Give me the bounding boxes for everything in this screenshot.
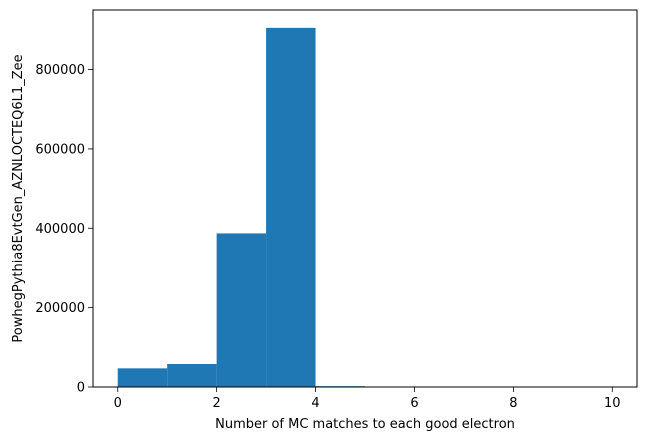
y-tick-label: 600000 bbox=[35, 142, 85, 157]
x-axis-label: Number of MC matches to each good electr… bbox=[215, 417, 515, 432]
histogram-bar-2 bbox=[216, 233, 267, 387]
y-axis-ticks: 0 200000 400000 600000 800000 bbox=[35, 63, 93, 396]
x-tick-label: 2 bbox=[212, 396, 220, 411]
x-axis-ticks: 0 2 4 6 8 10 bbox=[114, 387, 621, 411]
histogram-bar-1 bbox=[167, 363, 217, 387]
y-tick-label: 400000 bbox=[35, 222, 85, 237]
histogram-bar-0 bbox=[117, 368, 168, 387]
x-tick-label: 0 bbox=[114, 396, 122, 411]
y-tick-label: 200000 bbox=[35, 301, 85, 316]
x-tick-label: 10 bbox=[604, 396, 621, 411]
x-tick-label: 6 bbox=[410, 396, 418, 411]
x-tick-label: 8 bbox=[509, 396, 517, 411]
histogram-bar-3 bbox=[266, 27, 316, 387]
y-tick-label: 0 bbox=[77, 381, 85, 396]
histogram-bars bbox=[117, 27, 365, 387]
x-tick-label: 4 bbox=[311, 396, 319, 411]
plot-area-frame bbox=[92, 9, 638, 388]
y-tick-label: 800000 bbox=[35, 63, 85, 78]
y-axis-label: PowhegPythia8EvtGen_AZNLOCTEQ6L1_Zee bbox=[11, 54, 26, 342]
